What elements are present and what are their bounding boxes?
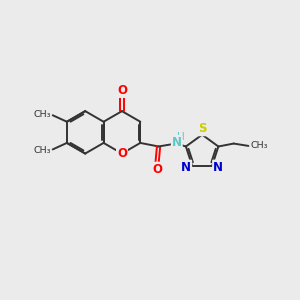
Text: O: O [117,84,127,97]
Text: CH₃: CH₃ [34,110,51,118]
Text: N: N [172,136,182,149]
Text: O: O [152,163,162,176]
Text: CH₃: CH₃ [34,146,51,155]
Text: O: O [117,147,127,160]
Text: CH₃: CH₃ [250,141,268,150]
Text: S: S [198,122,206,135]
Text: H: H [177,132,185,142]
Text: N: N [213,160,223,174]
Text: N: N [181,160,191,174]
